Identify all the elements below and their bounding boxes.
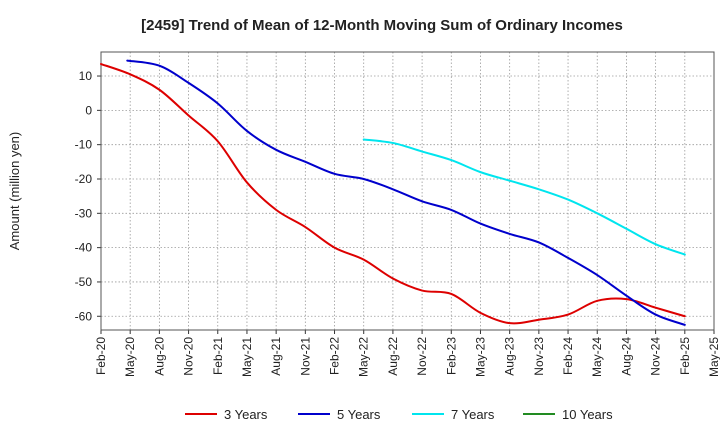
y-tick-label: -20 xyxy=(75,172,93,186)
x-tick-label: Nov-22 xyxy=(415,337,429,376)
x-tick-label: Nov-20 xyxy=(182,337,196,376)
series-line-3-years xyxy=(100,63,686,325)
x-tick-label: Feb-23 xyxy=(444,337,458,375)
y-tick-label: -40 xyxy=(75,241,93,255)
y-tick-label: -10 xyxy=(75,138,93,152)
x-tick-label: May-20 xyxy=(123,337,137,377)
y-tick-label: -50 xyxy=(75,275,93,289)
legend-label: 7 Years xyxy=(451,407,495,422)
x-tick-label: Feb-22 xyxy=(328,337,342,375)
y-tick-label: 10 xyxy=(79,69,93,83)
x-tick-label: May-21 xyxy=(240,337,254,377)
x-tick-label: Aug-22 xyxy=(386,337,400,376)
x-tick-label: Aug-24 xyxy=(619,337,633,376)
x-tick-label: Aug-21 xyxy=(269,337,283,376)
x-tick-label: May-23 xyxy=(473,337,487,377)
x-tick-label: Feb-25 xyxy=(678,337,692,375)
y-tick-label: -60 xyxy=(75,309,93,323)
y-axis-label: Amount (million yen) xyxy=(7,132,22,251)
x-tick-label: Nov-21 xyxy=(298,337,312,376)
x-tick-label: Feb-21 xyxy=(211,337,225,375)
x-tick-label: Nov-24 xyxy=(649,337,663,376)
legend-label: 5 Years xyxy=(337,407,381,422)
x-tick-label: May-24 xyxy=(590,337,604,377)
x-tick-label: Feb-20 xyxy=(94,337,108,375)
plot-background xyxy=(101,52,714,330)
series-line-7-years xyxy=(362,138,686,256)
x-tick-label: May-25 xyxy=(707,337,720,377)
x-tick-label: Aug-20 xyxy=(152,337,166,376)
y-tick-label: -30 xyxy=(75,206,93,220)
legend-label: 3 Years xyxy=(224,407,268,422)
legend: 3 Years 5 Years 7 Years 10 Years xyxy=(185,407,613,422)
plot-border xyxy=(100,51,715,331)
x-tick-label: Aug-23 xyxy=(503,337,517,376)
x-tick-label: Feb-24 xyxy=(561,337,575,375)
chart-title: [2459] Trend of Mean of 12-Month Moving … xyxy=(141,17,623,34)
series-line-5-years xyxy=(126,59,686,326)
x-tick-label: May-22 xyxy=(357,337,371,377)
x-tick-label: Nov-23 xyxy=(532,337,546,376)
legend-label: 10 Years xyxy=(562,407,613,422)
y-tick-label: 0 xyxy=(85,103,92,117)
